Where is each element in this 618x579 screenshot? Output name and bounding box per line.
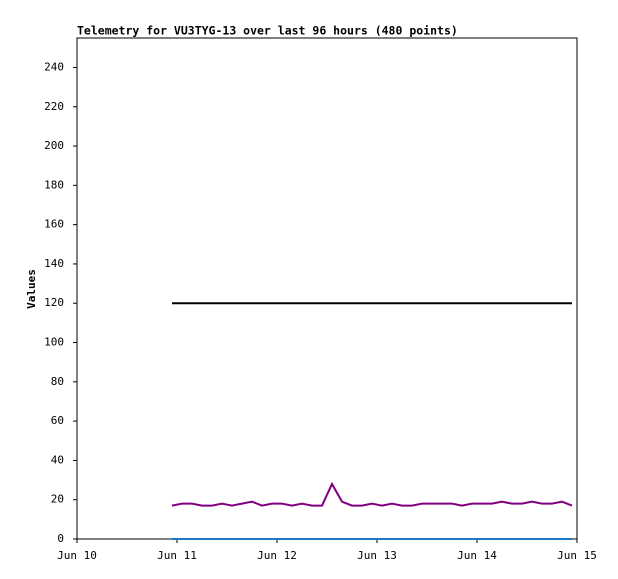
x-tick-label: Jun 11 [157, 549, 197, 562]
y-tick-label: 40 [51, 453, 64, 466]
y-tick-label: 160 [44, 218, 64, 231]
y-tick-label: 60 [51, 414, 64, 427]
plot-frame [76, 37, 578, 540]
x-tick-label: Jun 15 [557, 549, 597, 562]
y-tick-label: 80 [51, 375, 64, 388]
y-tick-label: 220 [44, 100, 64, 113]
y-tick-label: 180 [44, 178, 64, 191]
series-line [171, 481, 573, 507]
x-tick-label: Jun 13 [357, 549, 397, 562]
y-tick-label: 100 [44, 336, 64, 349]
chart-title: Telemetry for VU3TYG-13 over last 96 hou… [77, 24, 458, 38]
y-tick-label: 240 [44, 60, 64, 73]
y-tick-label: 200 [44, 139, 64, 152]
y-tick-label: 140 [44, 257, 64, 270]
x-tick-label: Jun 10 [57, 549, 97, 562]
y-axis-label: Values [25, 269, 38, 309]
x-tick-label: Jun 14 [457, 549, 497, 562]
y-tick-label: 20 [51, 493, 64, 506]
y-tick-label: 120 [44, 296, 64, 309]
x-tick-label: Jun 12 [257, 549, 297, 562]
y-tick-label: 0 [57, 532, 64, 545]
